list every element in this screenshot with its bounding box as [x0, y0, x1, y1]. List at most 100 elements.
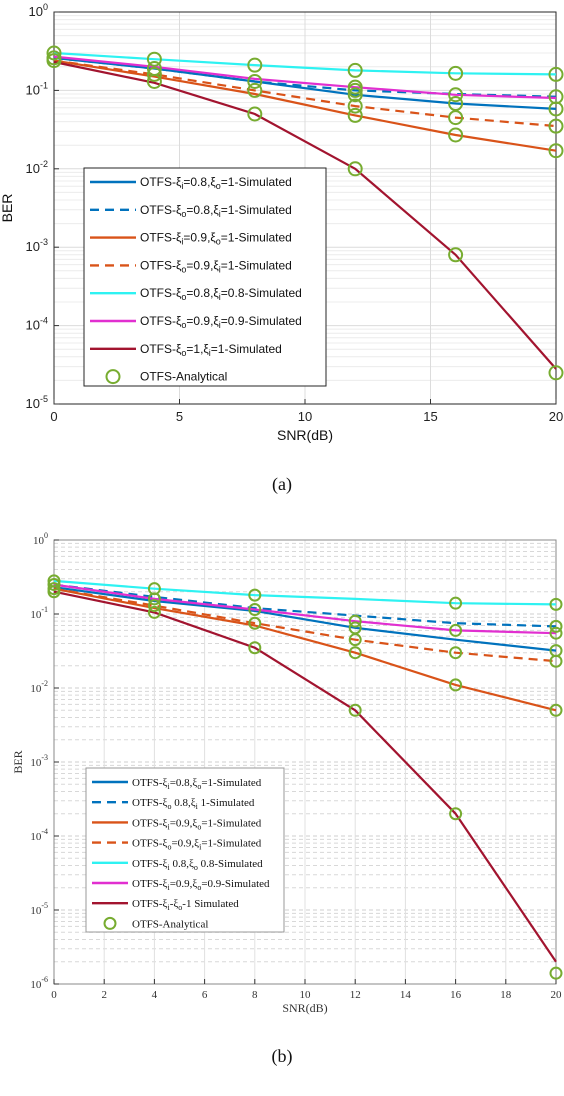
- analytical-marker: [46, 45, 62, 61]
- legend-marker: [105, 369, 121, 385]
- legend-label: OTFS-ξi=0.9,ξo=1-Simulated: [140, 231, 292, 247]
- analytical-marker: [448, 247, 464, 263]
- analytical-marker: [449, 623, 463, 637]
- analytical-marker: [549, 966, 563, 980]
- series-line-1: [53, 586, 557, 652]
- analytical-marker: [549, 597, 563, 611]
- analytical-marker: [247, 106, 263, 122]
- analytical-marker: [448, 65, 464, 81]
- y-tick-label: 10-2: [26, 159, 48, 176]
- analytical-markers: [46, 45, 564, 381]
- y-tick-label: 100: [29, 2, 48, 19]
- analytical-marker: [247, 73, 263, 89]
- chart-panel-a: 0 5 10 15 20 10-5 10-4 10-3 10-2 10-1 100 SNR(dB) BE…: [0, 2, 564, 495]
- legend-marker: [103, 916, 117, 930]
- legend-label: OTFS-ξi=0.8,ξo=1-Simulated: [132, 777, 262, 791]
- analytical-marker: [348, 646, 362, 660]
- x-tick-label: 20: [551, 989, 563, 1001]
- legend-label: OTFS-ξi-ξo-1 Simulated: [132, 898, 239, 912]
- series-line-3: [53, 59, 557, 152]
- legend-label: OTFS-ξo=0.8,ξi=0.8-Simulated: [140, 286, 302, 302]
- analytical-marker: [549, 626, 563, 640]
- x-tick-label: 0: [51, 989, 57, 1001]
- series-line-7: [53, 590, 557, 963]
- legend: OTFS-ξi=0.8,ξo=1-Simulated OTFS-ξo 0.8,ξi…: [85, 767, 285, 933]
- analytical-marker: [247, 82, 263, 98]
- x-axis-label: SNR(dB): [277, 427, 333, 443]
- x-tick-label: 6: [202, 989, 208, 1001]
- y-tick-label: 100: [33, 531, 48, 547]
- analytical-marker: [348, 703, 362, 717]
- legend-label: OTFS-Analytical: [140, 370, 227, 384]
- analytical-marker: [549, 654, 563, 668]
- analytical-marker: [347, 161, 363, 177]
- analytical-marker: [548, 143, 564, 159]
- series-line-1: [53, 56, 557, 110]
- analytical-marker: [548, 101, 564, 117]
- chart-panel-b: 0 2 4 6 8 10 12 14 16 18 20 10-6 10-5 10-4 10-3 10-2 10-…: [11, 531, 563, 1067]
- analytical-marker: [448, 87, 464, 103]
- x-tick-label: 8: [252, 989, 258, 1001]
- analytical-marker: [347, 62, 363, 78]
- analytical-marker: [146, 66, 162, 82]
- series-line-4: [53, 59, 557, 128]
- x-tick-label: 0: [50, 409, 57, 424]
- legend-label: OTFS-ξo 0.8,ξi 1-Simulated: [132, 797, 255, 811]
- analytical-marker: [248, 603, 262, 617]
- series-line-5: [53, 579, 557, 606]
- analytical-marker: [549, 703, 563, 717]
- analytical-marker: [147, 605, 161, 619]
- analytical-markers: [47, 574, 563, 980]
- analytical-marker: [47, 585, 61, 599]
- analytical-marker: [548, 66, 564, 82]
- y-tick-label: 10-2: [30, 679, 48, 695]
- series-line-5: [53, 51, 557, 76]
- series-line-3: [53, 587, 557, 712]
- y-tick-label: 10-3: [30, 753, 48, 769]
- legend-label: OTFS-ξi=0.8,ξo=1-Simulated: [140, 175, 292, 191]
- series-line-6: [53, 55, 557, 100]
- analytical-marker: [147, 592, 161, 606]
- series-line-6: [53, 583, 557, 635]
- y-tick-label: 10-4: [30, 827, 48, 843]
- analytical-marker: [146, 73, 162, 89]
- series-line-2: [53, 583, 557, 628]
- y-tick-label: 10-4: [26, 316, 48, 333]
- x-tick-label: 4: [152, 989, 158, 1001]
- analytical-marker: [449, 678, 463, 692]
- series-group: [53, 579, 557, 963]
- x-tick-label: 18: [500, 989, 512, 1001]
- analytical-marker: [47, 578, 61, 592]
- analytical-marker: [348, 633, 362, 647]
- legend-label: OTFS-ξo=1,ξi=1-Simulated: [140, 342, 282, 358]
- analytical-marker: [549, 619, 563, 633]
- legend-label: OTFS-ξo=0.8,ξi=1-Simulated: [140, 203, 292, 219]
- analytical-marker: [449, 646, 463, 660]
- y-tick-label: 10-1: [30, 605, 48, 621]
- analytical-marker: [448, 110, 464, 126]
- x-tick-label: 2: [101, 989, 107, 1001]
- x-tick-label: 14: [400, 989, 412, 1001]
- analytical-marker: [347, 98, 363, 114]
- analytical-marker: [248, 641, 262, 655]
- series-group: [53, 51, 557, 370]
- analytical-marker: [548, 365, 564, 381]
- legend-label: OTFS-ξo=0.9,ξi=0.9-Simulated: [140, 314, 302, 330]
- analytical-marker: [248, 588, 262, 602]
- x-axis-label: SNR(dB): [282, 1001, 327, 1015]
- y-tick-label: 10-1: [26, 80, 48, 97]
- analytical-marker: [449, 807, 463, 821]
- y-tick-label: 10-5: [30, 901, 48, 917]
- analytical-marker: [147, 599, 161, 613]
- x-tick-label: 10: [298, 409, 312, 424]
- analytical-marker: [146, 51, 162, 67]
- x-tick-label: 12: [350, 989, 361, 1001]
- y-tick-label: 10-5: [26, 394, 48, 411]
- analytical-marker: [46, 53, 62, 69]
- y-axis-label: BER: [11, 750, 25, 773]
- figure-caption: (b): [272, 1046, 293, 1067]
- legend-label: OTFS-Analytical: [132, 918, 208, 930]
- legend-label: OTFS-ξi=0.9,ξo=0.9-Simulated: [132, 878, 270, 892]
- legend: OTFS-ξi=0.8,ξo=1-Simulated OTFS-ξo=0.8,ξi…: [83, 167, 327, 387]
